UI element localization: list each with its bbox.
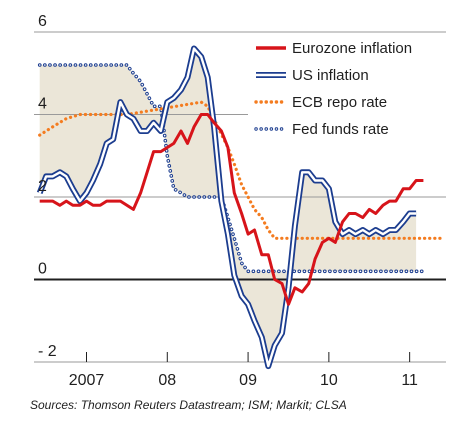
x-tick-label: 09 — [239, 372, 257, 389]
x-axis: 2007 08 09 10 11 — [69, 352, 418, 389]
y-tick-label: 0 — [38, 261, 47, 278]
series-us-inflation-inner — [38, 47, 417, 368]
series-ecb-repo-rate — [38, 100, 446, 240]
legend-label-eurozone-inflation: Eurozone inflation — [292, 40, 412, 57]
y-tick-label: 2 — [38, 178, 47, 195]
shaded-band — [39, 49, 417, 365]
shaded-area-layer — [39, 49, 417, 365]
series-eurozone-inflation — [39, 113, 424, 306]
legend-label-fed-funds-rate: Fed funds rate — [292, 121, 389, 138]
series-layer — [36, 45, 446, 370]
y-tick-label: 4 — [38, 96, 47, 113]
legend: Eurozone inflation US inflation ECB repo r… — [248, 34, 446, 142]
source-note: Sources: Thomson Reuters Datastream; ISM… — [30, 398, 347, 412]
y-tick-label: 6 — [38, 13, 47, 30]
legend-background — [248, 34, 446, 142]
x-tick-label: 10 — [320, 372, 338, 389]
x-tick-label: 11 — [401, 372, 418, 389]
y-tick-label: - 2 — [38, 343, 57, 360]
legend-label-ecb-repo-rate: ECB repo rate — [292, 94, 387, 111]
y-axis: 6 4 2 0 - 2 — [38, 13, 57, 360]
legend-label-us-inflation: US inflation — [292, 67, 369, 84]
series-fed-funds-rate-hollow — [38, 64, 425, 273]
x-tick-label: 2007 — [69, 372, 105, 389]
x-tick-label: 08 — [158, 372, 176, 389]
